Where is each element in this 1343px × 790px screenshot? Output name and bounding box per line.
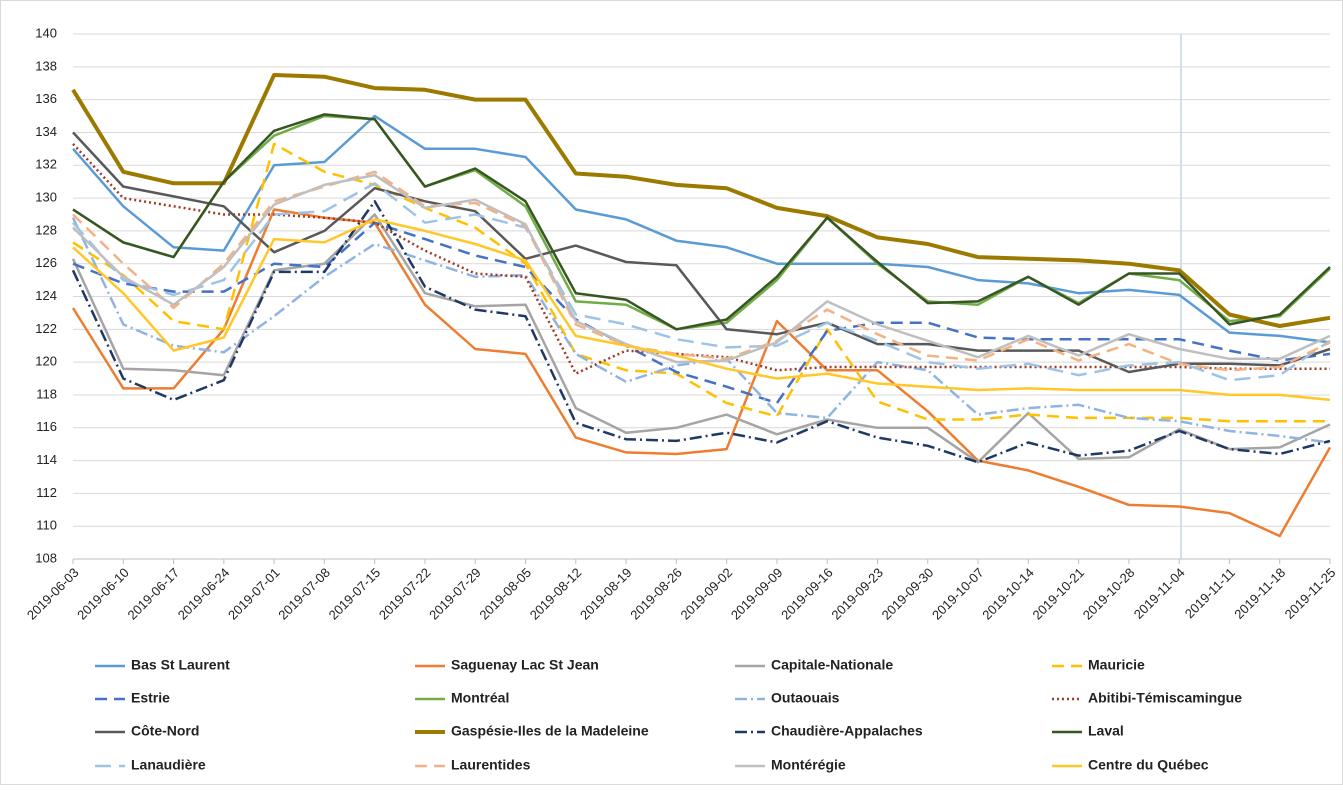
y-tick-label: 114 [36,452,57,467]
y-tick-label: 136 [35,91,57,106]
series-line [71,208,1332,538]
legend-label: Chaudière-Appalaches [771,723,923,739]
y-tick-label: 128 [35,222,57,237]
y-tick-label: 122 [35,321,57,336]
legend-label: Montréal [451,690,509,706]
legend-label: Outaouais [771,690,840,706]
series-line [72,142,1330,423]
legend-label: Capitale-Nationale [771,657,893,673]
series-line [72,221,1331,405]
y-tick-label: 120 [35,354,57,369]
series-line [71,200,1331,464]
series-line [72,113,1331,331]
legend-label: Montérégie [771,757,846,773]
legend-label: Lanaudière [131,757,206,773]
series-line [71,73,1331,328]
y-tick-label: 134 [35,124,57,139]
y-tick-label: 140 [35,25,57,40]
y-tick-label: 132 [35,157,57,172]
y-tick-label: 130 [35,190,57,205]
y-tick-label: 110 [36,518,57,533]
y-tick-label: 108 [35,550,57,565]
legend-label: Abitibi-Témiscamingue [1088,690,1242,706]
y-tick-label: 126 [35,255,57,270]
legend-label: Estrie [131,690,170,706]
series-line [72,182,1331,382]
y-tick-label: 112 [36,485,57,500]
legend-label: Côte-Nord [131,723,199,739]
series-line [71,213,1331,464]
series-line [72,131,1331,374]
series-line [72,170,1331,372]
legend-label: Laval [1088,723,1124,739]
legend-label: Centre du Québec [1088,757,1209,773]
y-tick-label: 118 [36,386,57,401]
legend-label: Bas St Laurent [131,657,230,673]
y-tick-label: 124 [35,288,57,303]
legend-label: Gaspésie-Iles de la Madeleine [451,723,649,739]
legend-label: Laurentides [451,757,531,773]
series-line [72,218,1331,402]
legend-label: Mauricie [1088,657,1145,673]
legend-label: Saguenay Lac St Jean [451,657,599,673]
series-line [72,114,1331,344]
y-tick-label: 116 [36,419,57,434]
y-tick-label: 138 [35,58,57,73]
